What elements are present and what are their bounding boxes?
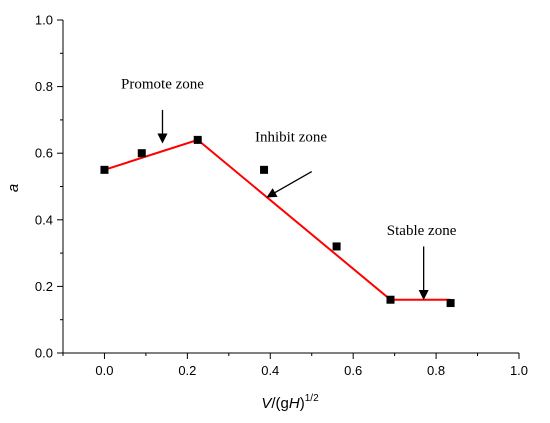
- y-tick-label: 0.0: [35, 346, 53, 361]
- annotation-label: Promote zone: [121, 76, 204, 92]
- data-point: [386, 295, 395, 304]
- x-axis-title: V/(gH)1/2: [261, 393, 319, 412]
- x-tick-label: 1.0: [510, 363, 528, 378]
- data-point: [446, 299, 455, 308]
- y-tick-label: 0.8: [35, 79, 53, 94]
- x-tick-label: 0.4: [261, 363, 279, 378]
- x-tick-label: 0.8: [427, 363, 445, 378]
- plot-area: 0.0 0.2 0.4 0.6 0.8 1.0 0.0 0.2 0.4 0.6 0.8 1.0 Prom…: [35, 13, 528, 379]
- annotation-arrow: [266, 170, 313, 198]
- y-tick-label: 1.0: [35, 13, 53, 28]
- y-tick-label: 0.2: [35, 279, 53, 294]
- y-tick-label: 0.6: [35, 146, 53, 161]
- y-tick-label: 0.4: [35, 212, 53, 227]
- data-point: [137, 149, 146, 158]
- x-tick-label: 0.2: [178, 363, 196, 378]
- data-point: [100, 165, 109, 174]
- data-point: [260, 165, 269, 174]
- y-axis-title: a: [5, 184, 22, 192]
- annotation-label: Stable zone: [387, 223, 457, 239]
- x-tick-label: 0.6: [344, 363, 362, 378]
- annotation-label: Inhibit zone: [255, 130, 327, 146]
- data-point: [193, 135, 202, 144]
- trend-line: [104, 138, 451, 301]
- data-point: [332, 242, 341, 251]
- x-tick-label: 0.0: [95, 363, 113, 378]
